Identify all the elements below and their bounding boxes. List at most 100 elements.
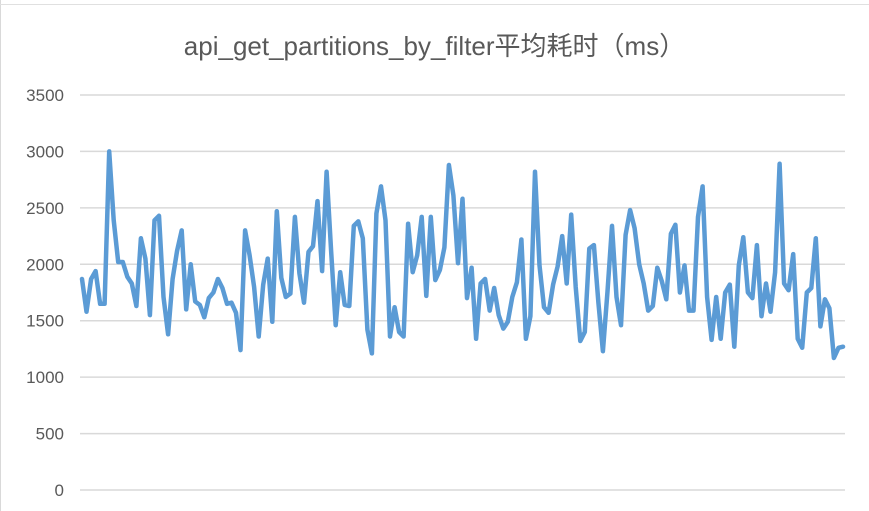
data-point <box>809 286 813 290</box>
data-point <box>152 218 156 222</box>
data-point <box>171 277 175 281</box>
data-point <box>148 313 152 317</box>
data-point <box>85 310 89 314</box>
data-point <box>202 315 206 319</box>
data-point <box>388 335 392 339</box>
data-point <box>624 233 628 237</box>
data-point <box>673 223 677 227</box>
data-point <box>832 356 836 360</box>
data-point <box>705 295 709 299</box>
data-point <box>615 295 619 299</box>
data-point <box>682 263 686 267</box>
data-point <box>112 218 116 222</box>
data-point <box>162 295 166 299</box>
data-point <box>823 297 827 301</box>
data-point <box>510 295 514 299</box>
data-point <box>769 310 773 314</box>
data-point <box>198 303 202 307</box>
data-point <box>755 243 759 247</box>
data-point <box>338 270 342 274</box>
data-point <box>442 245 446 249</box>
data-point <box>306 250 310 254</box>
data-point <box>560 234 564 238</box>
data-point <box>302 301 306 305</box>
data-point <box>524 337 528 341</box>
data-point <box>279 276 283 280</box>
data-point <box>574 285 578 289</box>
data-point <box>664 297 668 301</box>
y-tick-label: 2500 <box>26 199 64 218</box>
data-point <box>714 295 718 299</box>
y-tick-label: 1000 <box>26 368 64 387</box>
data-point <box>814 236 818 240</box>
data-point <box>818 324 822 328</box>
data-point <box>492 286 496 290</box>
data-point <box>189 262 193 266</box>
data-point <box>669 232 673 236</box>
data-point <box>479 281 483 285</box>
data-point <box>411 270 415 274</box>
data-point <box>402 335 406 339</box>
data-point <box>447 163 451 167</box>
data-point <box>782 281 786 285</box>
data-point <box>239 348 243 352</box>
data-point <box>773 270 777 274</box>
data-point <box>633 226 637 230</box>
y-tick-label: 500 <box>36 425 64 444</box>
data-point <box>583 330 587 334</box>
data-point <box>320 269 324 273</box>
data-point <box>293 215 297 219</box>
data-point <box>184 307 188 311</box>
data-point <box>637 262 641 266</box>
data-point <box>578 339 582 343</box>
data-point <box>143 257 147 261</box>
data-point <box>379 184 383 188</box>
data-point <box>116 260 120 264</box>
data-point <box>470 266 474 270</box>
data-point <box>461 197 465 201</box>
data-point <box>732 345 736 349</box>
data-point <box>420 215 424 219</box>
data-point <box>121 260 125 264</box>
data-point <box>796 337 800 341</box>
data-point <box>370 351 374 355</box>
data-point <box>610 224 614 228</box>
data-point <box>356 219 360 223</box>
data-point <box>343 303 347 307</box>
data-point <box>678 291 682 295</box>
data-point <box>800 346 804 350</box>
top-border <box>0 4 869 5</box>
data-point <box>619 323 623 327</box>
data-point <box>89 277 93 281</box>
data-point <box>741 235 745 239</box>
data-point <box>737 263 741 267</box>
data-point <box>429 215 433 219</box>
data-point <box>719 337 723 341</box>
data-point <box>216 277 220 281</box>
data-point <box>130 281 134 285</box>
data-point <box>243 228 247 232</box>
data-point <box>211 291 215 295</box>
data-point <box>759 314 763 318</box>
data-point <box>374 212 378 216</box>
data-point <box>257 335 261 339</box>
data-point <box>225 302 229 306</box>
data-point <box>352 224 356 228</box>
data-point <box>248 253 252 257</box>
data-point <box>334 323 338 327</box>
data-point <box>275 209 279 213</box>
data-point <box>841 345 845 349</box>
data-point <box>515 280 519 284</box>
data-point <box>220 286 224 290</box>
data-point <box>596 301 600 305</box>
y-tick-label: 0 <box>55 481 64 500</box>
data-point <box>252 285 256 289</box>
data-point <box>655 266 659 270</box>
data-point <box>166 332 170 336</box>
data-point <box>261 283 265 287</box>
data-point <box>107 149 111 153</box>
data-point <box>805 291 809 295</box>
data-point <box>592 243 596 247</box>
data-point <box>519 237 523 241</box>
data-point <box>438 268 442 272</box>
